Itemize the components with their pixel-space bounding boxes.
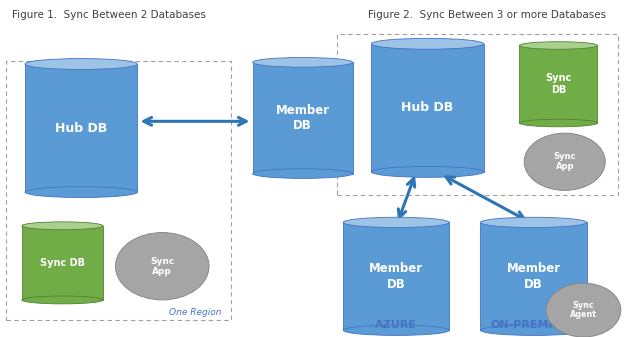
Ellipse shape <box>519 119 598 127</box>
Text: One Region: One Region <box>169 308 222 317</box>
Ellipse shape <box>371 166 484 177</box>
Ellipse shape <box>371 38 484 49</box>
Polygon shape <box>371 44 484 172</box>
Ellipse shape <box>115 233 209 300</box>
Ellipse shape <box>480 325 587 335</box>
Text: Sync
App: Sync App <box>150 257 174 276</box>
Text: Member
DB: Member DB <box>507 262 560 290</box>
Polygon shape <box>519 45 598 123</box>
Ellipse shape <box>343 325 449 335</box>
Polygon shape <box>22 226 103 300</box>
Ellipse shape <box>25 59 137 69</box>
Ellipse shape <box>25 187 137 197</box>
Ellipse shape <box>22 222 103 230</box>
Ellipse shape <box>22 296 103 304</box>
Ellipse shape <box>253 169 353 178</box>
Text: Sync
App: Sync App <box>553 152 576 171</box>
Text: Sync DB: Sync DB <box>40 258 85 268</box>
Text: Hub DB: Hub DB <box>401 101 454 114</box>
Ellipse shape <box>253 58 353 67</box>
Text: Member
DB: Member DB <box>369 262 423 290</box>
Ellipse shape <box>343 217 449 227</box>
Ellipse shape <box>524 133 605 190</box>
Polygon shape <box>253 62 353 174</box>
Ellipse shape <box>519 42 598 49</box>
Polygon shape <box>25 64 137 192</box>
Text: AZURE: AZURE <box>375 320 417 330</box>
Ellipse shape <box>480 217 587 227</box>
Polygon shape <box>480 222 587 330</box>
Text: Sync
Agent: Sync Agent <box>570 301 597 319</box>
Text: Member
DB: Member DB <box>276 104 329 132</box>
Ellipse shape <box>546 283 621 337</box>
Text: Figure 2.  Sync Between 3 or more Databases: Figure 2. Sync Between 3 or more Databas… <box>368 10 606 20</box>
Text: ON-PREMISES: ON-PREMISES <box>490 320 577 330</box>
Text: Hub DB: Hub DB <box>55 122 107 134</box>
Polygon shape <box>343 222 449 330</box>
Text: Figure 1.  Sync Between 2 Databases: Figure 1. Sync Between 2 Databases <box>12 10 206 20</box>
Text: Sync
DB: Sync DB <box>545 73 572 95</box>
